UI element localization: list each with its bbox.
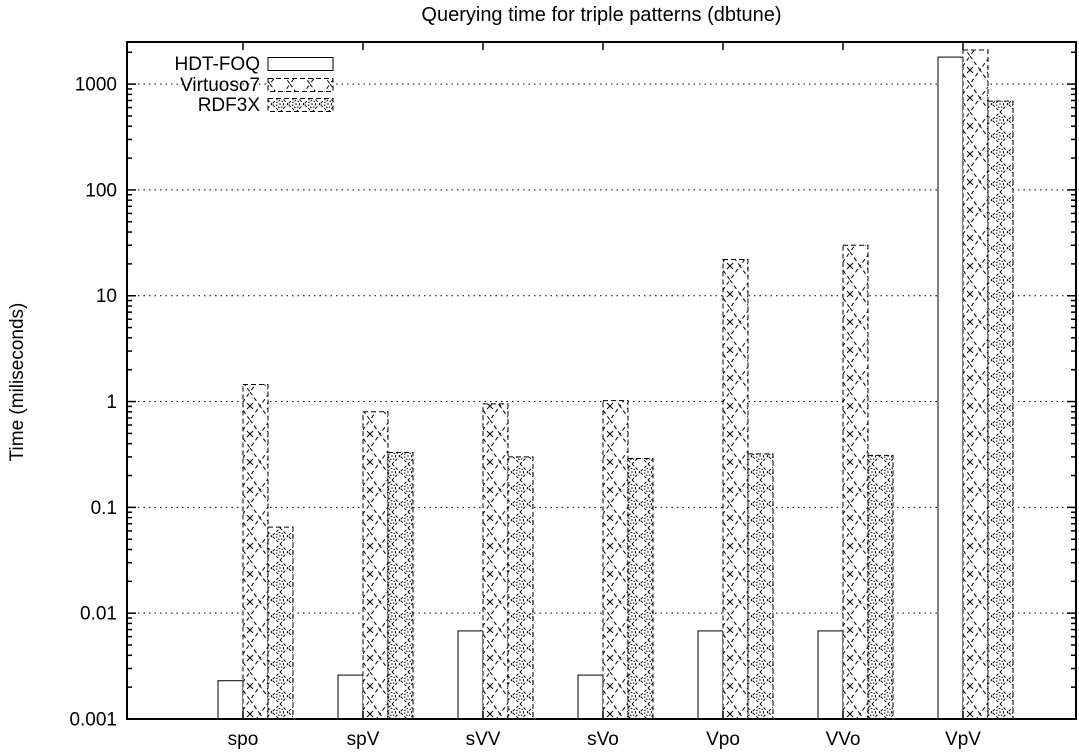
x-tick-label-spV: spV	[347, 729, 380, 750]
x-tick-label-VpV: VpV	[945, 729, 981, 750]
y-tick-label: 0.1	[91, 498, 117, 519]
bar-Virtuoso7-Vpo	[722, 259, 749, 720]
plot-frame	[126, 41, 1077, 720]
bar-HDT-FOQ-spV	[337, 674, 364, 720]
x-tick-label-Vpo: Vpo	[706, 729, 740, 750]
legend-swatch-HDT-FOQ	[267, 57, 334, 71]
y-tick-label: 100	[85, 180, 117, 201]
bar-HDT-FOQ-sVo	[577, 674, 604, 720]
y-tick-label: 0.001	[69, 710, 117, 731]
bar-RDF3X-sVo	[627, 457, 654, 720]
legend-label-Virtuoso7: Virtuoso7	[180, 75, 260, 96]
bar-RDF3X-spV	[387, 452, 414, 720]
legend-label-HDT-FOQ: HDT-FOQ	[175, 54, 261, 75]
bars	[217, 49, 1014, 720]
chart-title: Querying time for triple patterns (dbtun…	[421, 4, 782, 26]
x-tick-label-sVo: sVo	[587, 729, 619, 750]
x-tick-label-sVV: sVV	[466, 729, 501, 750]
bar-Virtuoso7-sVV	[482, 403, 509, 720]
bar-HDT-FOQ-spo	[217, 680, 244, 720]
bar-RDF3X-VVo	[867, 454, 894, 720]
bar-RDF3X-spo	[267, 526, 294, 720]
legend-label-RDF3X: RDF3X	[198, 95, 261, 116]
bar-HDT-FOQ-sVV	[457, 630, 484, 720]
y-axis-label: Time (miliseconds)	[7, 302, 28, 462]
bar-Virtuoso7-sVo	[602, 400, 629, 720]
bar-Virtuoso7-VVo	[842, 244, 869, 720]
bar-RDF3X-Vpo	[747, 453, 774, 720]
bar-Virtuoso7-VpV	[962, 49, 989, 720]
gridlines	[127, 83, 1076, 614]
y-tick-label: 0.01	[80, 604, 117, 625]
y-tick-label: 10	[96, 286, 117, 307]
plot-border	[126, 41, 1077, 720]
axis-ticks	[127, 42, 1076, 720]
bar-HDT-FOQ-VVo	[817, 630, 844, 720]
bar-HDT-FOQ-VpV	[937, 56, 964, 720]
legend-swatch-RDF3X	[267, 98, 334, 112]
y-tick-label: 1	[106, 392, 117, 413]
x-tick-label-VVo: VVo	[826, 729, 861, 750]
bar-Virtuoso7-spV	[362, 411, 389, 720]
x-tick-label-spo: spo	[228, 729, 259, 750]
bar-RDF3X-VpV	[987, 100, 1014, 720]
y-tick-label: 1000	[75, 75, 117, 96]
bar-RDF3X-sVV	[507, 456, 534, 720]
bar-Virtuoso7-spo	[242, 383, 269, 720]
axis-labels: 1000 100 10 1 0.1 0.01 0.001 spo spV sVV sVo Vpo VVo…	[69, 75, 981, 750]
bar-HDT-FOQ-Vpo	[697, 630, 724, 720]
legend-swatch-Virtuoso7	[267, 78, 334, 92]
